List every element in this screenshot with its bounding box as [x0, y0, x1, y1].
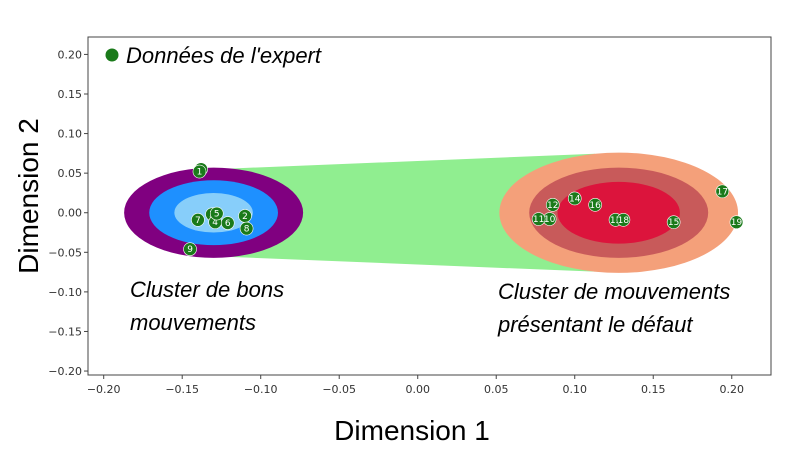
y-tick-label: −0.05 — [48, 246, 82, 259]
connection-band — [231, 153, 595, 272]
x-axis-title: Dimension 1 — [334, 415, 490, 446]
point-marker — [239, 221, 254, 236]
point-marker — [729, 215, 744, 230]
data-point: 2 — [238, 209, 252, 223]
y-axis-ticks: −0.20 −0.15 −0.10 −0.05 0.00 0.05 0.10 0.15 0.20 — [48, 48, 88, 378]
point-label: 18 — [618, 216, 630, 226]
x-tick-label: 0.20 — [719, 383, 744, 396]
legend: Données de l'expert — [105, 43, 322, 68]
point-label: 17 — [717, 187, 728, 197]
y-tick-label: 0.20 — [58, 48, 83, 61]
point-label: 5 — [214, 210, 220, 220]
y-tick-label: −0.20 — [48, 365, 82, 378]
data-point: 7 — [191, 213, 205, 227]
data-point: 16 — [588, 198, 602, 212]
data-point: 19 — [729, 215, 744, 230]
point-label: 16 — [589, 201, 601, 211]
y-tick-label: −0.10 — [48, 286, 82, 299]
point-label: 19 — [731, 218, 743, 228]
y-tick-label: 0.00 — [58, 207, 83, 220]
data-point: 14 — [567, 191, 582, 206]
x-tick-label: 0.10 — [562, 383, 587, 396]
annotation-good-cluster: Cluster de bons mouvements — [130, 277, 284, 335]
point-label: 14 — [569, 194, 581, 204]
point-label: 11 — [533, 215, 544, 225]
point-label: 13 — [610, 216, 621, 226]
point-marker — [666, 215, 681, 230]
point-marker — [191, 213, 205, 227]
x-tick-label: −0.05 — [322, 383, 356, 396]
y-tick-label: 0.05 — [58, 167, 83, 180]
point-marker — [209, 206, 224, 221]
point-label: 9 — [187, 245, 193, 255]
point-marker — [616, 213, 631, 227]
data-point: 1 — [192, 164, 207, 179]
y-tick-label: 0.15 — [58, 88, 83, 101]
data-point: 6 — [220, 216, 235, 230]
data-point: 5 — [209, 206, 224, 221]
x-tick-label: 0.05 — [484, 383, 509, 396]
data-point: 15 — [666, 215, 681, 230]
x-tick-label: 0.15 — [641, 383, 666, 396]
x-tick-label: 0.00 — [405, 383, 430, 396]
point-label: 12 — [547, 201, 558, 211]
data-point: 18 — [616, 213, 631, 227]
data-point: 17 — [715, 184, 730, 199]
cluster-connection-band — [231, 153, 595, 272]
x-axis-ticks: −0.20 −0.15 −0.10 −0.05 0.00 0.05 0.10 0.15 0.20 — [87, 375, 744, 396]
annotation-good-line2: mouvements — [130, 310, 256, 335]
data-point: 11 — [531, 212, 546, 226]
x-tick-label: −0.15 — [165, 383, 199, 396]
point-label: 1 — [197, 168, 203, 178]
point-label: 8 — [244, 225, 250, 235]
data-point: 8 — [239, 221, 254, 236]
point-marker — [567, 191, 582, 206]
point-label: 6 — [225, 219, 231, 229]
data-point: 9 — [183, 242, 197, 256]
x-tick-label: −0.10 — [244, 383, 278, 396]
point-label: 2 — [242, 212, 248, 222]
annotation-defect-cluster: Cluster de mouvements présentant le défa… — [497, 279, 730, 337]
data-points: 012345678910111213141516171819 — [183, 162, 744, 256]
annotation-defect-line1: Cluster de mouvements — [498, 279, 730, 304]
point-marker — [715, 184, 730, 199]
legend-marker — [105, 48, 119, 62]
cluster-1-ring-2 — [557, 181, 680, 244]
point-marker — [531, 212, 546, 226]
y-axis-title: Dimension 2 — [13, 118, 44, 274]
point-label: 10 — [544, 215, 556, 225]
point-label: 15 — [668, 218, 679, 228]
point-marker — [192, 164, 207, 179]
x-tick-label: −0.20 — [87, 383, 121, 396]
data-point: 12 — [545, 198, 560, 212]
y-tick-label: −0.15 — [48, 325, 82, 338]
point-marker — [220, 216, 235, 230]
y-tick-label: 0.10 — [58, 128, 83, 141]
legend-label: Données de l'expert — [126, 43, 322, 68]
point-label: 7 — [195, 216, 201, 226]
point-marker — [545, 198, 560, 212]
annotation-defect-line2: présentant le défaut — [497, 312, 693, 337]
point-marker — [183, 242, 197, 256]
point-label: 4 — [212, 218, 218, 228]
point-marker — [588, 198, 602, 212]
annotation-good-line1: Cluster de bons — [130, 277, 284, 302]
